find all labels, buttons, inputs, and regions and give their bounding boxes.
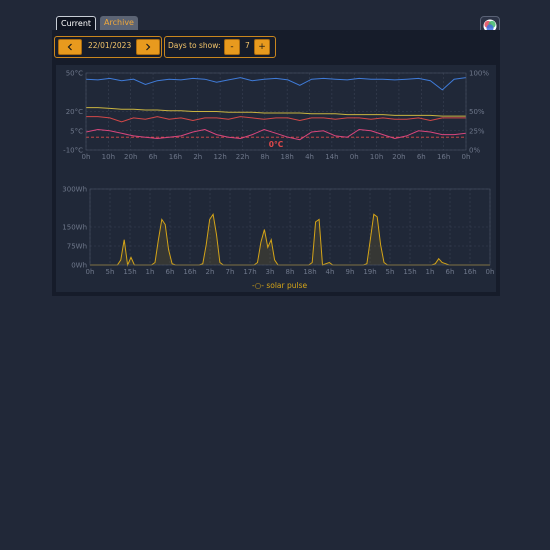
x-tick-label: 22h [236, 153, 249, 161]
zero-reference-label: 0°C [269, 140, 284, 149]
x-tick-label: 8h [260, 153, 269, 161]
next-day-button[interactable] [136, 39, 160, 55]
x-tick-label: 16h [169, 153, 182, 161]
x-tick-label: 18h [303, 268, 316, 276]
y-right-tick-label: 100% [469, 70, 489, 78]
y-left-tick-label: -10°C [63, 147, 83, 155]
x-tick-label: 18h [281, 153, 294, 161]
decrease-days-button[interactable]: - [224, 39, 240, 55]
inside-hum-line [86, 107, 466, 117]
solar-legend[interactable]: -○- solar pulse [252, 281, 308, 290]
outside-temp-line [85, 128, 467, 141]
x-tick-label: 0h [82, 153, 91, 161]
x-tick-label: 20h [392, 153, 405, 161]
x-tick-label: 3h [266, 268, 275, 276]
days-to-show-control: Days to show: - 7 + [164, 36, 276, 58]
y-left-tick-label: 50°C [66, 70, 83, 78]
y-tick-label: 75Wh [67, 243, 87, 251]
inside-temp-line [86, 116, 466, 123]
x-tick-label: 0h [86, 268, 95, 276]
x-tick-label: 10h [370, 153, 383, 161]
x-tick-label: 5h [386, 268, 395, 276]
x-tick-label: 16h [183, 268, 196, 276]
y-tick-label: 0Wh [71, 262, 87, 270]
y-right-tick-label: 25% [469, 127, 485, 135]
x-tick-label: 9h [346, 268, 355, 276]
x-tick-label: 1h [426, 268, 435, 276]
x-tick-label: 2h [206, 268, 215, 276]
x-tick-label: 2h [193, 153, 202, 161]
x-tick-label: 6h [149, 153, 158, 161]
increase-days-button[interactable]: + [254, 39, 270, 55]
tab-archive[interactable]: Archive [100, 16, 138, 31]
x-tick-label: 7h [226, 268, 235, 276]
x-tick-label: 4h [326, 268, 335, 276]
outside-hum-line [85, 77, 467, 91]
x-tick-label: 15h [123, 268, 136, 276]
x-tick-label: 6h [446, 268, 455, 276]
x-tick-label: 8h [286, 268, 295, 276]
x-tick-label: 20h [124, 153, 137, 161]
x-tick-label: 15h [403, 268, 416, 276]
prev-day-button[interactable] [58, 39, 82, 55]
x-tick-label: 17h [243, 268, 256, 276]
x-tick-label: 16h [463, 268, 476, 276]
y-tick-label: 300Wh [62, 186, 87, 194]
x-tick-label: 12h [213, 153, 226, 161]
chevron-right-icon [146, 43, 151, 51]
climate-chart-svg: 0h 10h 20h 6h 16h 2h 12h 22h 8h 18h 4h 14h 0h 10h 20h 6… [63, 70, 489, 162]
main-panel: 22/01/2023 Days to show: - 7 + 0h 10h 20h 6… [52, 30, 500, 296]
solar-chart-svg: 0h 5h 15h 1h 6h 16h 2h 7h 17h 3h 8h 18h 4h 9h 19h 5h 15h… [62, 186, 495, 277]
date-display[interactable]: 22/01/2023 [88, 41, 132, 50]
tab-current[interactable]: Current [56, 16, 97, 31]
x-tick-label: 0h [350, 153, 359, 161]
plot-area-border [85, 72, 467, 151]
x-tick-label: 19h [363, 268, 376, 276]
x-tick-label: 10h [102, 153, 115, 161]
y-left-tick-label: 20°C [66, 108, 83, 116]
view-tabs: Current Archive [56, 16, 138, 31]
y-left-tick-label: 5°C [70, 127, 83, 135]
y-right-tick-label: 50% [469, 108, 485, 116]
x-tick-label: 0h [486, 268, 495, 276]
y-right-tick-label: 0% [469, 147, 480, 155]
days-to-show-label: Days to show: [168, 41, 221, 50]
color-palette-icon [483, 19, 497, 33]
x-tick-label: 6h [417, 153, 426, 161]
x-tick-label: 5h [106, 268, 115, 276]
chevron-left-icon [67, 43, 72, 51]
x-tick-label: 6h [166, 268, 175, 276]
date-navigation: 22/01/2023 [54, 36, 162, 58]
x-tick-label: 0h [462, 153, 471, 161]
days-value: 7 [245, 41, 250, 50]
x-tick-label: 14h [325, 153, 338, 161]
x-tick-label: 1h [146, 268, 155, 276]
legend-solar-pulse-label: solar pulse [266, 281, 308, 290]
plot-area-border [89, 188, 491, 266]
solar-chart: 0h 5h 15h 1h 6h 16h 2h 7h 17h 3h 8h 18h 4h 9h 19h 5h 15h… [56, 180, 496, 292]
x-tick-label: 4h [305, 153, 314, 161]
y-tick-label: 150Wh [62, 224, 87, 232]
x-tick-label: 16h [437, 153, 450, 161]
